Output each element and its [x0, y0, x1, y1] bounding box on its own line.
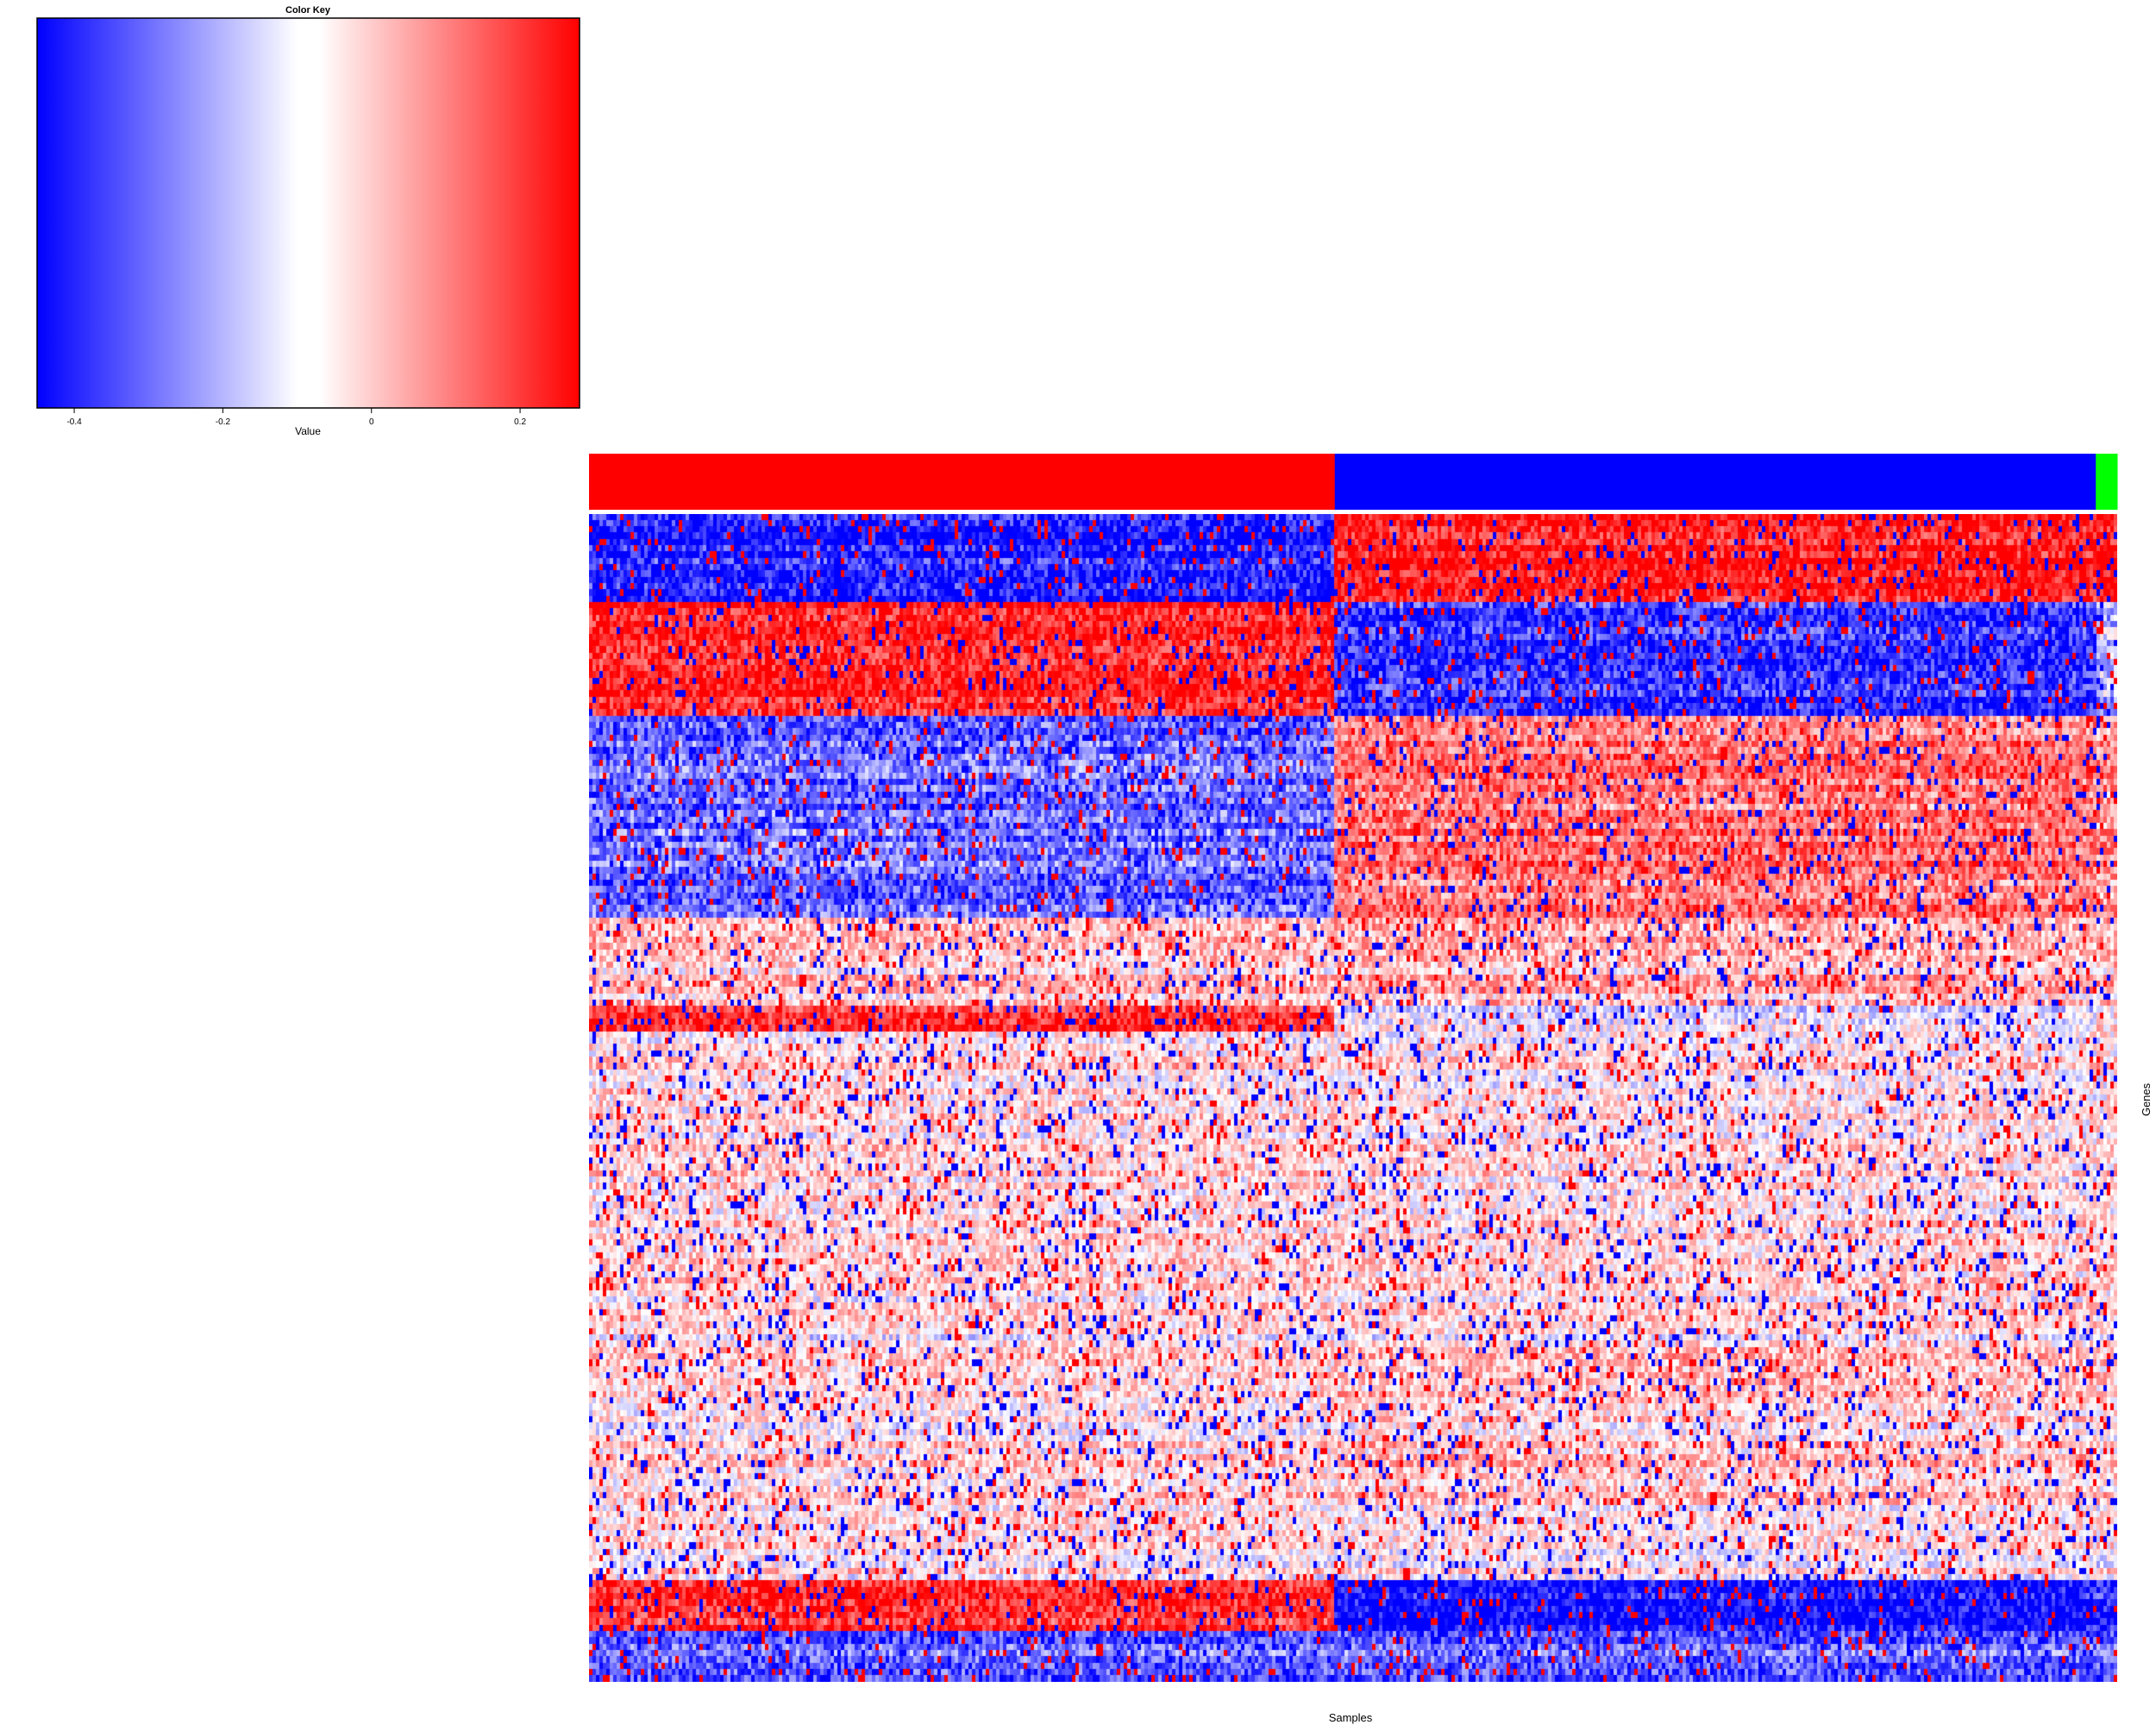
column-group-bar [2096, 454, 2118, 510]
color-key-gradient [36, 17, 580, 409]
color-key-tick-label: -0.4 [66, 417, 82, 427]
color-key-xlabel: Value [295, 425, 321, 437]
heatmap-cells [589, 514, 2117, 1682]
color-key: Color Key -0.4 -0.2 0 0.2 Value [36, 5, 580, 437]
color-key-tick-label: 0 [369, 417, 374, 427]
color-key-axis: -0.4 -0.2 0 0.2 [66, 408, 526, 427]
color-key-tick-label: -0.2 [216, 417, 231, 427]
x-axis-label: Samples [1329, 1711, 1373, 1724]
column-group-bar [1334, 454, 2096, 510]
column-side-colors [589, 454, 2118, 510]
heatmap-body [589, 514, 2117, 1682]
column-group-bar [589, 454, 1336, 510]
y-axis-label: Genes [2140, 1082, 2153, 1116]
color-key-tick-label: 0.2 [514, 417, 526, 427]
color-key-title: Color Key [285, 5, 331, 16]
